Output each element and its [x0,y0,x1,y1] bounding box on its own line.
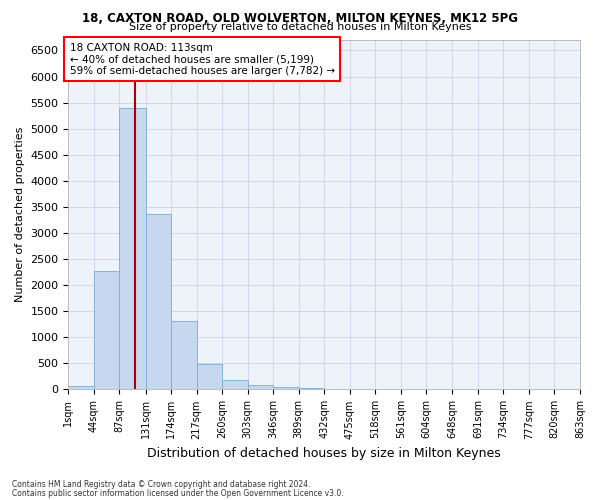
Bar [119,108,146,390]
Bar [68,386,94,390]
Text: Size of property relative to detached houses in Milton Keynes: Size of property relative to detached ho… [129,22,471,32]
Text: 18 CAXTON ROAD: 113sqm
← 40% of detached houses are smaller (5,199)
59% of semi-: 18 CAXTON ROAD: 113sqm ← 40% of detached… [70,42,335,76]
X-axis label: Distribution of detached houses by size in Milton Keynes: Distribution of detached houses by size … [148,447,501,460]
Y-axis label: Number of detached properties: Number of detached properties [15,127,25,302]
Bar [146,214,171,390]
Bar [171,321,197,390]
Bar [299,388,324,390]
Text: Contains HM Land Registry data © Crown copyright and database right 2024.: Contains HM Land Registry data © Crown c… [12,480,311,489]
Bar [197,364,222,390]
Bar [248,385,273,390]
Bar [324,389,350,390]
Bar [94,270,119,390]
Text: Contains public sector information licensed under the Open Government Licence v3: Contains public sector information licen… [12,488,344,498]
Bar [222,380,248,390]
Text: 18, CAXTON ROAD, OLD WOLVERTON, MILTON KEYNES, MK12 5PG: 18, CAXTON ROAD, OLD WOLVERTON, MILTON K… [82,12,518,26]
Bar [273,386,299,390]
